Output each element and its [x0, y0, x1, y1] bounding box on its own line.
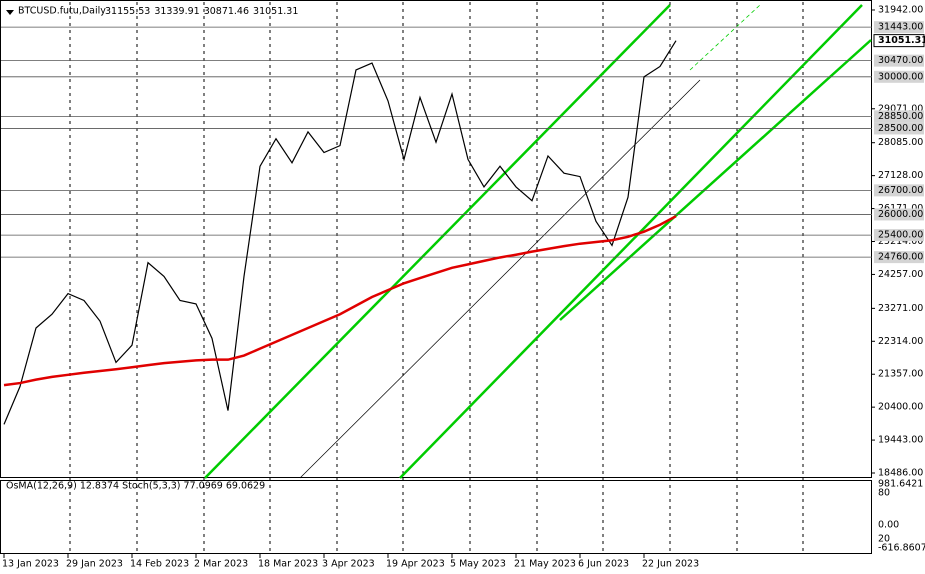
indicator-label: OsMA(12,26,9) 12.8374 Stoch(5,3,3) 77.09… — [6, 481, 265, 492]
level-label: 30000.00 — [878, 71, 923, 82]
level-label: 26700.00 — [878, 185, 923, 196]
x-tick-label: 29 Jan 2023 — [66, 559, 123, 570]
level-box — [874, 122, 924, 135]
level-label: 30470.00 — [878, 55, 923, 66]
ohlc-value: 30871.46 — [204, 6, 249, 17]
price-line — [3, 40, 677, 425]
level-box — [874, 21, 924, 34]
level-box — [874, 54, 924, 67]
v-grid — [69, 2, 804, 553]
y-tick-label: 21357.00 — [878, 369, 923, 380]
trend-line — [299, 79, 701, 479]
level-label: 31443.00 — [878, 22, 923, 33]
level-label: 28500.00 — [878, 123, 923, 134]
ohlc-value: 31155.53 — [105, 6, 150, 17]
y-tick-label: 22314.00 — [878, 336, 923, 347]
level-box — [874, 208, 924, 221]
y-tick-label: 24257.00 — [878, 269, 923, 280]
x-tick-label: 6 Jun 2023 — [578, 559, 629, 570]
level-box — [874, 110, 924, 123]
ohlc: 31155.53 31339.91 30871.46 31051.31 — [105, 6, 298, 17]
indicator-axis-label: 80 — [878, 488, 890, 499]
current-price: 31051.31 — [878, 35, 925, 46]
x-tick-label: 2 Mar 2023 — [194, 559, 248, 570]
trend-ext — [689, 4, 761, 71]
sub-frame — [0, 480, 872, 554]
indicator-axis-label: 20 — [878, 534, 890, 545]
x-tick-label: 14 Feb 2023 — [130, 559, 189, 570]
x-tick-label: 21 May 2023 — [514, 559, 576, 570]
level-label: 26000.00 — [878, 209, 923, 220]
level-box — [874, 70, 924, 83]
y-tick-label: 20400.00 — [878, 402, 923, 413]
menu-arrow[interactable] — [6, 10, 14, 15]
level-box — [874, 229, 924, 242]
y-tick-label: 25214.00 — [878, 236, 923, 247]
x-tick-label: 13 Jan 2023 — [2, 559, 59, 570]
y-tick-label: 23271.00 — [878, 303, 923, 314]
y-tick-label: 18486.00 — [878, 468, 923, 479]
x-tick-label: 5 May 2023 — [450, 559, 506, 570]
indicator-axis-label: 0.00 — [878, 520, 899, 531]
level-label: 25400.00 — [878, 230, 923, 241]
ohlc-value: 31339.91 — [154, 6, 199, 17]
x-tick-label: 3 Apr 2023 — [322, 559, 375, 570]
main-frame — [0, 0, 872, 478]
x-tick-label: 19 Apr 2023 — [386, 559, 445, 570]
y-tick-label: 28085.00 — [878, 137, 923, 148]
indicator-axis-label: 981.6421 — [878, 479, 923, 490]
y-tick-label: 29071.00 — [878, 103, 923, 114]
level-box — [874, 251, 924, 264]
x-tick-label: 18 Mar 2023 — [258, 559, 318, 570]
indicator-axis-label: -616.8607 — [878, 543, 925, 554]
y-tick-label: 27128.00 — [878, 170, 923, 181]
level-box — [874, 184, 924, 197]
current-box — [873, 34, 925, 48]
y-tick-label: 19443.00 — [878, 435, 923, 446]
y-tick-label: 31942.00 — [878, 4, 923, 15]
level-label: 24760.00 — [878, 252, 923, 263]
x-tick-label: 22 Jun 2023 — [642, 559, 699, 570]
chart-title: BTCUSD.futu,Daily — [18, 6, 106, 17]
ohlc-value: 31051.31 — [253, 6, 298, 17]
level-label: 28850.00 — [878, 111, 923, 122]
moving-average — [3, 215, 677, 387]
channel-lines — [204, 4, 872, 479]
